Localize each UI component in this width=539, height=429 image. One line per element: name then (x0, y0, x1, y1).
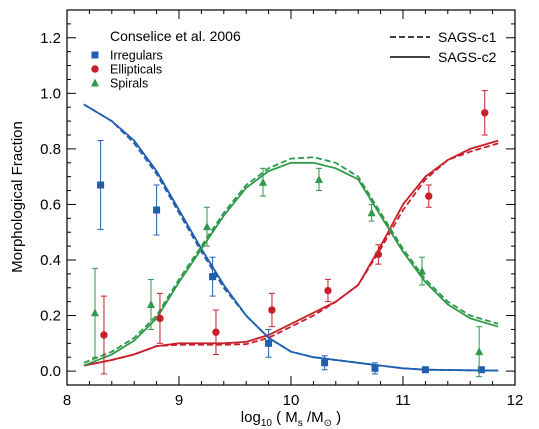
legend-label-ellipticals: Ellipticals (110, 63, 162, 77)
data-point-spirals (475, 347, 484, 356)
model-lines (83, 103, 499, 372)
data-point-spirals (91, 308, 99, 317)
legend-marker-ellipticals (91, 65, 99, 73)
data-point-ellipticals (374, 250, 383, 259)
legend-label-irregulars: Irregulars (110, 49, 163, 63)
axis-ticks: 8 9 10 11 12 0.0 0.2 0.4 0.6 0.8 1.0 1.2 (40, 9, 524, 409)
x-tick-label: 10 (283, 392, 300, 409)
legend-label-spirals: Spirals (110, 77, 148, 91)
legend-title: Conselice et al. 2006 (110, 28, 241, 44)
model-line-sags-c1 (83, 156, 499, 364)
y-axis-label: Morphological Fraction (9, 121, 26, 273)
data-point-spirals (367, 208, 376, 217)
data-point-spirals (259, 177, 267, 186)
data-point-irregulars (265, 339, 273, 347)
data-point-ellipticals (324, 286, 332, 295)
y-tick-label: 0.8 (40, 141, 61, 158)
data-point-irregulars (209, 273, 217, 281)
data-point-spirals (418, 266, 427, 275)
data-point-spirals (203, 222, 211, 231)
x-tick-label: 8 (63, 392, 71, 409)
model-line-sags-c2 (83, 103, 499, 372)
model-line-sags-c2 (83, 161, 499, 367)
data-point-ellipticals (268, 306, 276, 314)
data-point-ellipticals (100, 331, 108, 339)
model-line-sags-c2 (83, 139, 499, 367)
data-point-ellipticals (425, 192, 433, 200)
x-tick-label: 11 (395, 392, 411, 409)
data-point-irregulars (477, 366, 485, 374)
y-tick-label: 1.0 (40, 85, 61, 102)
x-tick-label: 9 (175, 392, 183, 409)
data-point-ellipticals (212, 328, 220, 336)
observation-points (91, 90, 489, 378)
legend-marker-spirals (91, 78, 99, 87)
legend-model-label: SAGS-c1 (438, 29, 497, 45)
y-tick-label: 0.2 (40, 308, 61, 325)
data-point-ellipticals (156, 314, 164, 323)
data-point-irregulars (421, 366, 429, 374)
data-point-irregulars (97, 181, 105, 189)
legend: Conselice et al. 2006 IrregularsElliptica… (91, 28, 497, 91)
data-point-spirals (315, 174, 323, 183)
data-point-spirals (147, 299, 155, 308)
y-tick-label: 0.0 (40, 363, 61, 380)
y-tick-label: 1.2 (40, 30, 61, 47)
x-tick-label: 12 (507, 392, 524, 409)
data-point-ellipticals (481, 109, 489, 117)
y-tick-label: 0.6 (40, 196, 61, 213)
model-line-sags-c1 (83, 142, 499, 367)
data-point-irregulars (321, 359, 329, 367)
x-axis-label: log10 ( Ms /M⊙ ) (241, 409, 341, 429)
legend-model-label: SAGS-c2 (438, 49, 497, 65)
data-point-irregulars (153, 206, 161, 214)
legend-marker-irregulars (91, 51, 99, 59)
data-point-irregulars (371, 364, 379, 372)
model-line-sags-c1 (83, 103, 499, 372)
y-tick-label: 0.4 (40, 252, 61, 269)
